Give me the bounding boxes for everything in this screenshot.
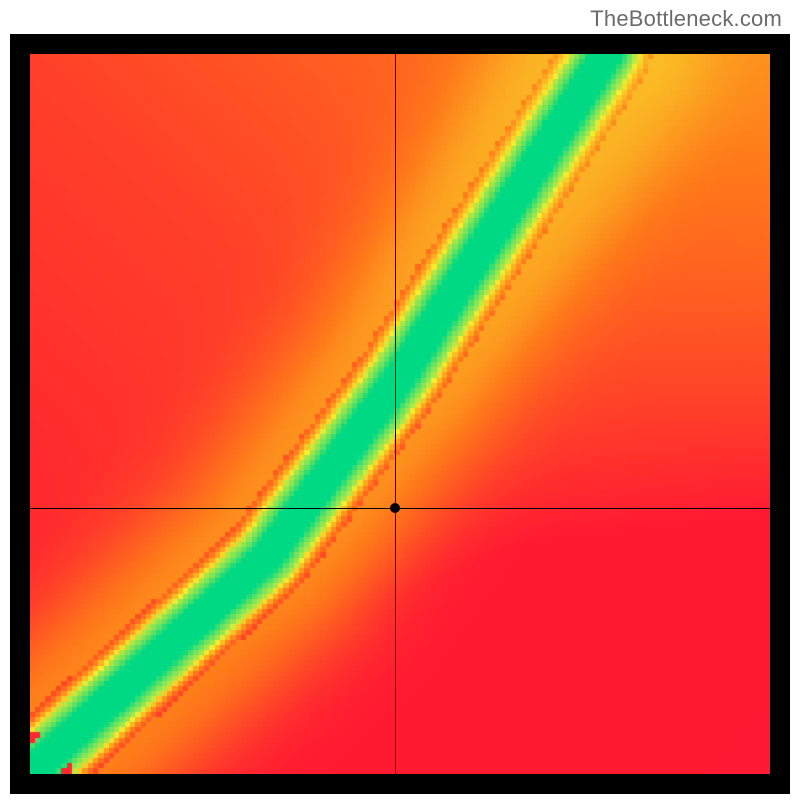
- crosshair-marker: [390, 503, 400, 513]
- plot-area: [30, 54, 770, 774]
- crosshair-horizontal: [30, 508, 770, 509]
- bottleneck-heatmap-figure: { "attribution": { "text": "TheBottlenec…: [0, 0, 800, 800]
- heatmap-canvas: [30, 54, 770, 774]
- attribution-text: TheBottleneck.com: [590, 6, 782, 32]
- crosshair-vertical: [395, 54, 396, 774]
